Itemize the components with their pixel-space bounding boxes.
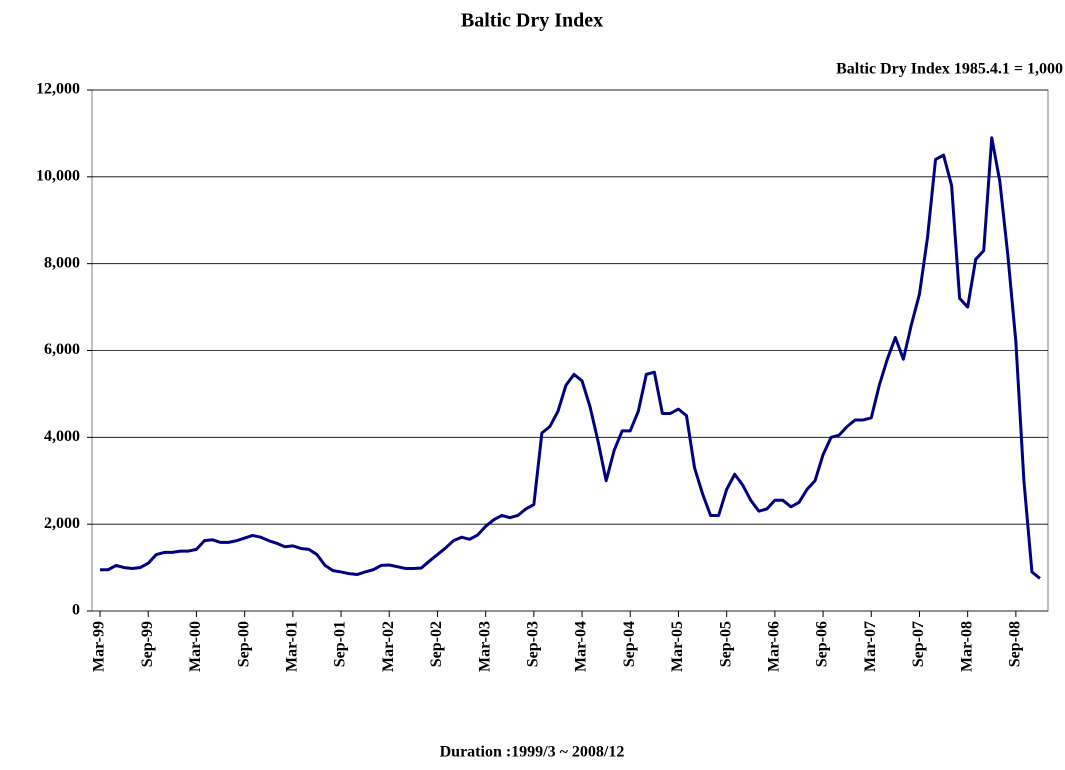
x-tick-label: Sep-03 (525, 621, 542, 667)
x-tick-label: Sep-08 (1007, 621, 1024, 667)
x-tick-label: Mar-01 (284, 621, 301, 672)
y-tick-label: 6,000 (44, 341, 80, 358)
x-tick-label: Mar-02 (380, 621, 397, 672)
x-tick-label: Sep-07 (910, 621, 927, 667)
x-tick-label: Sep-00 (235, 621, 252, 667)
x-tick-label: Sep-01 (332, 621, 349, 667)
x-tick-label: Sep-02 (428, 621, 445, 667)
x-tick-label: Mar-99 (91, 621, 108, 672)
x-tick-label: Sep-05 (717, 621, 734, 667)
x-tick-label: Mar-06 (766, 621, 783, 672)
x-tick-label: Mar-07 (862, 621, 879, 672)
x-tick-label: Mar-03 (476, 621, 493, 672)
x-tick-label: Sep-06 (814, 621, 831, 667)
x-tick-label: Mar-04 (573, 621, 590, 672)
x-tick-label: Mar-05 (669, 621, 686, 672)
y-tick-label: 2,000 (44, 515, 80, 532)
x-tick-label: Sep-04 (621, 621, 638, 667)
y-tick-label: 0 (72, 602, 80, 619)
x-tick-label: Sep-99 (139, 621, 156, 667)
x-tick-label: Mar-08 (958, 621, 975, 672)
y-tick-label: 4,000 (44, 428, 80, 445)
y-tick-label: 10,000 (36, 168, 80, 185)
data-line (100, 136, 1041, 580)
chart-title: Baltic Dry Index (461, 10, 603, 32)
x-tick-label: Mar-00 (187, 621, 204, 672)
y-tick-label: 8,000 (44, 254, 80, 271)
x-axis-label: Duration :1999/3 ~ 2008/12 (440, 744, 625, 761)
y-tick-label: 12,000 (36, 81, 80, 98)
annotation: Baltic Dry Index 1985.4.1 = 1,000 (836, 61, 1063, 78)
